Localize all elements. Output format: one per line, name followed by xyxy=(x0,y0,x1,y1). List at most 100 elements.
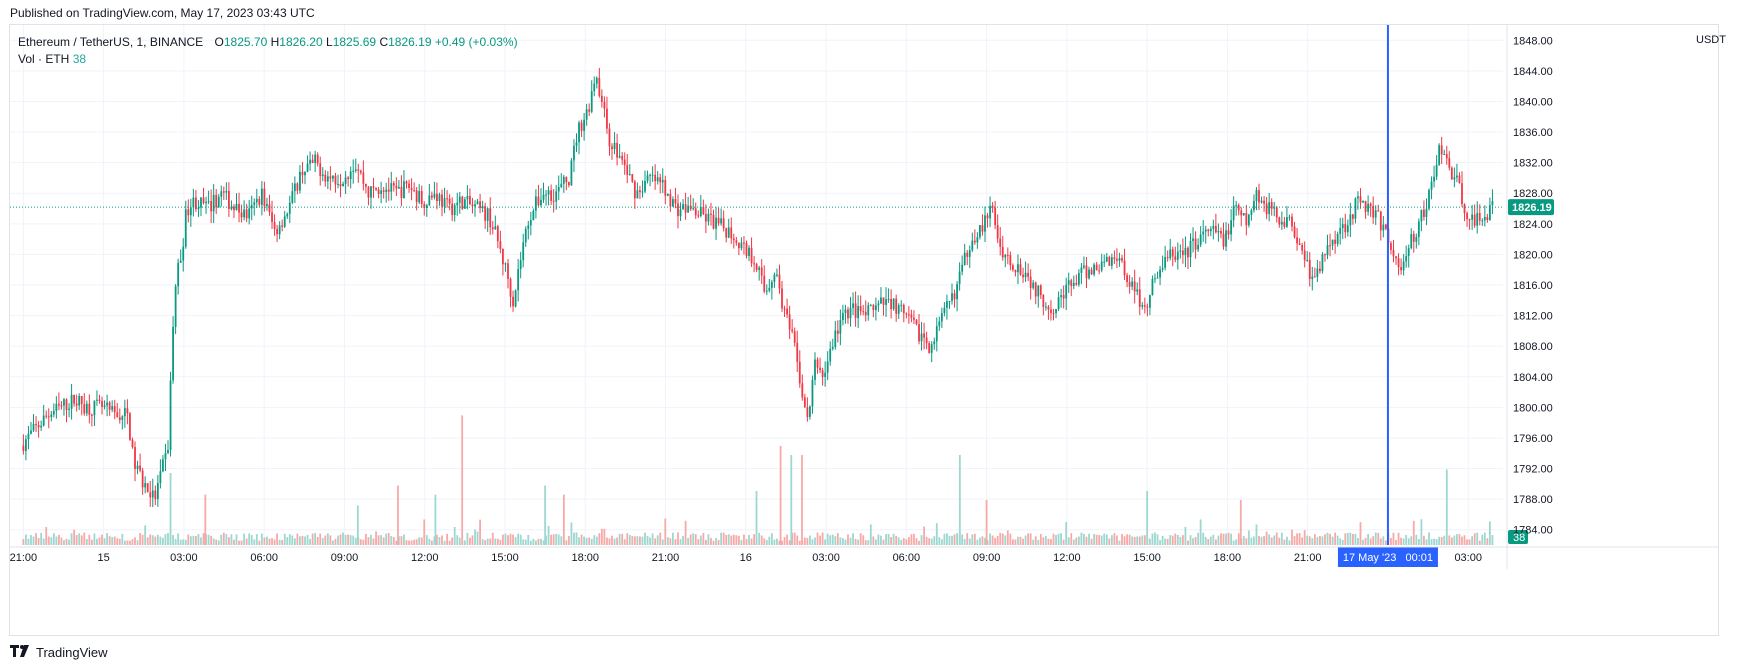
candle-body xyxy=(207,201,210,203)
axis-unit-label[interactable]: USDT xyxy=(1696,34,1726,46)
candle xyxy=(1448,151,1451,171)
candle-body xyxy=(585,109,588,120)
volume-bar xyxy=(1283,539,1286,545)
volume-bar xyxy=(1400,537,1402,545)
candle-body xyxy=(1202,231,1205,235)
candle-body xyxy=(1412,233,1415,242)
symbol-title[interactable]: Ethereum / TetherUS, 1, BINANCE xyxy=(18,35,204,49)
candle xyxy=(1189,233,1192,267)
volume-bar xyxy=(93,533,96,545)
y-tick-label: 1784.00 xyxy=(1513,525,1553,537)
candle-body xyxy=(1313,276,1316,278)
candle xyxy=(727,218,730,239)
candle-body xyxy=(423,203,426,208)
candle xyxy=(156,474,159,507)
candle xyxy=(1286,206,1288,228)
candle xyxy=(644,170,646,194)
candle xyxy=(639,185,641,200)
volume-bar xyxy=(291,535,294,545)
candle-body xyxy=(268,204,271,213)
chart-frame[interactable] xyxy=(9,24,1719,636)
time-axis[interactable]: 21:00 15 03:00 06:00 09:00 12:00 15:00 18:00 21:… xyxy=(10,546,1718,564)
candle-body xyxy=(220,191,223,197)
candle xyxy=(306,155,309,173)
candle xyxy=(499,230,502,254)
candle-body xyxy=(618,155,621,158)
volume-bar xyxy=(933,536,936,545)
volume-bar xyxy=(1113,533,1116,545)
volume-bar xyxy=(616,537,618,545)
candle xyxy=(956,281,958,312)
candle xyxy=(1321,252,1324,274)
volume-bar xyxy=(986,540,989,545)
volume-bar xyxy=(80,535,83,545)
candle xyxy=(1110,253,1113,270)
candle xyxy=(164,443,167,472)
candle xyxy=(1483,205,1486,227)
volume-bar xyxy=(1202,532,1205,545)
candle-body xyxy=(793,331,796,343)
candle xyxy=(207,190,210,205)
candle-body xyxy=(933,341,936,345)
volume-label[interactable]: Vol · ETH xyxy=(18,52,70,66)
volume-bar xyxy=(961,534,964,545)
candle-body xyxy=(403,181,405,199)
candle-body xyxy=(1004,254,1007,258)
candle-body xyxy=(961,264,964,272)
candle xyxy=(1197,238,1200,253)
volume-bar xyxy=(580,534,583,545)
candle xyxy=(463,196,466,209)
candle-body xyxy=(1435,164,1438,177)
volume-bar xyxy=(583,536,586,545)
volume-bar xyxy=(154,536,157,545)
candle xyxy=(1270,198,1273,216)
candle-body xyxy=(1204,229,1207,232)
candle-body xyxy=(661,180,664,183)
candle xyxy=(436,182,438,210)
price-axis[interactable]: 1784.001788.001792.001796.001800.001804.… xyxy=(1506,25,1553,569)
x-tick-label: 15 xyxy=(98,552,110,564)
candle xyxy=(1171,246,1174,267)
candle-body xyxy=(783,308,786,310)
volume-bar xyxy=(1367,533,1370,545)
volume-bar xyxy=(712,540,715,545)
candle xyxy=(299,165,301,194)
volume-bar xyxy=(494,538,497,545)
candle xyxy=(824,361,827,387)
candle xyxy=(573,139,575,173)
volume-bar xyxy=(1095,534,1098,545)
candle xyxy=(47,408,50,429)
volume-bar xyxy=(167,533,169,545)
volume-bar xyxy=(131,539,134,545)
volume-bar xyxy=(557,534,560,545)
candle-body xyxy=(1149,295,1151,308)
volume-bar xyxy=(1308,536,1311,545)
volume-bar xyxy=(819,535,821,545)
candle-body xyxy=(321,174,324,177)
candle xyxy=(778,264,781,294)
candle-body xyxy=(704,214,707,222)
candle xyxy=(966,249,969,266)
candle-body xyxy=(1420,209,1423,222)
candle-body xyxy=(367,186,370,198)
candle-body xyxy=(471,204,474,207)
volume-bar xyxy=(570,522,573,545)
volume-bar xyxy=(1057,533,1060,545)
candle xyxy=(786,298,788,319)
candle-body xyxy=(1250,210,1253,215)
candle-body xyxy=(78,396,81,406)
candle-body xyxy=(562,176,565,184)
candle-body xyxy=(461,196,464,209)
candle xyxy=(1034,281,1037,305)
candle xyxy=(593,76,596,97)
candle xyxy=(80,396,83,416)
candle-body xyxy=(750,247,753,264)
candle xyxy=(167,440,169,455)
volume-bar xyxy=(1235,539,1238,545)
footer-brand[interactable]: TradingView xyxy=(10,645,108,660)
candle xyxy=(149,481,152,507)
candle xyxy=(169,371,172,457)
candle xyxy=(534,189,537,219)
volume-bar xyxy=(1227,532,1230,545)
